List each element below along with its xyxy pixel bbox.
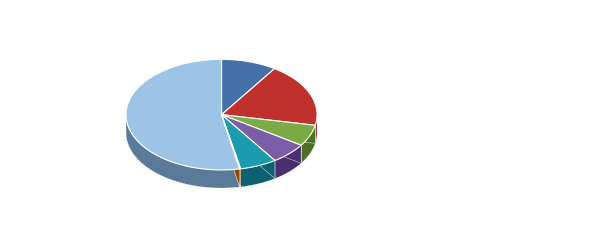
Polygon shape	[222, 115, 275, 169]
Polygon shape	[222, 69, 317, 125]
Polygon shape	[315, 114, 317, 143]
Polygon shape	[222, 115, 301, 163]
Polygon shape	[240, 169, 241, 187]
Polygon shape	[222, 115, 275, 179]
Polygon shape	[241, 161, 275, 187]
Polygon shape	[222, 59, 274, 115]
Polygon shape	[222, 115, 241, 187]
Polygon shape	[222, 115, 315, 143]
Polygon shape	[222, 115, 315, 145]
Polygon shape	[126, 59, 240, 170]
Polygon shape	[222, 115, 241, 169]
Polygon shape	[222, 115, 301, 163]
Polygon shape	[222, 115, 315, 143]
Polygon shape	[301, 125, 315, 163]
Polygon shape	[222, 115, 240, 187]
Polygon shape	[275, 145, 301, 179]
Polygon shape	[126, 115, 240, 188]
Polygon shape	[222, 115, 240, 187]
Polygon shape	[222, 115, 275, 179]
Polygon shape	[222, 115, 241, 187]
Polygon shape	[222, 115, 301, 161]
